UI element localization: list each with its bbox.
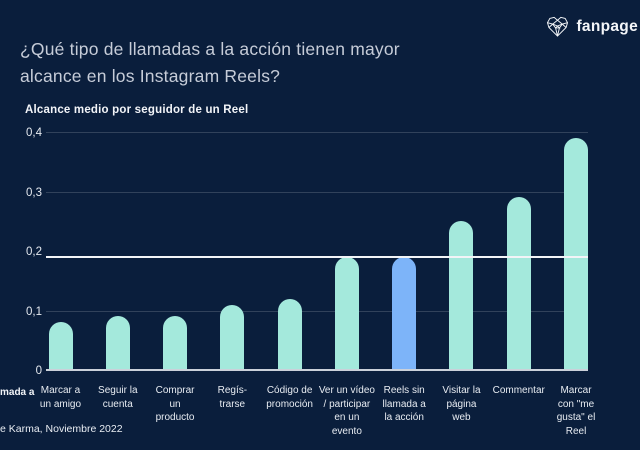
y-axis-tick: 0,3 xyxy=(26,186,42,199)
x-axis-labels: Marcar a un amigo Seguir la cuenta Comprar… xyxy=(40,384,595,446)
bar xyxy=(277,298,302,370)
x-axis-label: Marcar a un amigo xyxy=(39,385,82,410)
gridline xyxy=(46,132,588,133)
x-axis-line xyxy=(46,369,588,371)
bar xyxy=(163,316,188,370)
x-axis-label: Visitar la página web xyxy=(442,385,481,423)
bar xyxy=(449,221,474,370)
x-axis-label: Comprar un producto xyxy=(155,385,195,423)
page-title-line1: ¿Qué tipo de llamadas a la acción tienen… xyxy=(20,39,400,59)
bar xyxy=(506,197,531,370)
benchmark-line xyxy=(46,255,588,258)
x-axis-label: Regís- trarse xyxy=(217,385,248,410)
chart-title: Alcance medio por seguidor de un Reel xyxy=(25,104,249,116)
bar xyxy=(220,304,245,370)
plot-area xyxy=(46,125,589,371)
page-title: ¿Qué tipo de llamadas a la acción tienen… xyxy=(20,36,400,90)
y-axis-tick: 0,1 xyxy=(26,305,42,318)
y-axis-tick: 0 xyxy=(35,365,42,377)
bar-highlighted xyxy=(392,256,417,370)
polygon-heart-icon xyxy=(546,16,569,37)
page-title-line2: alcance en los Instagram Reels? xyxy=(20,66,281,86)
bar xyxy=(334,256,359,370)
gridline xyxy=(46,191,588,193)
x-axis-label: Código de promoción xyxy=(266,385,313,410)
y-axis-tick: 0,2 xyxy=(26,246,42,258)
clipped-legend-fragment: mada a xyxy=(0,387,35,398)
bar xyxy=(105,316,130,370)
bar xyxy=(564,137,589,370)
y-axis-tick: 0,4 xyxy=(26,127,42,139)
x-axis-label: Ver un vídeo / participar en un evento xyxy=(318,385,375,437)
gridline xyxy=(46,310,588,312)
source-text: e Karma, Noviembre 2022 xyxy=(0,423,123,435)
x-axis-label: Commentar xyxy=(492,385,545,396)
x-axis-label: Marcar con "me gusta" el Reel xyxy=(556,385,596,437)
x-axis-label: Seguir la cuenta xyxy=(98,385,138,410)
x-axis-label: Reels sin llamada a la acción xyxy=(382,385,426,423)
logo-wordmark: fanpage xyxy=(576,17,638,35)
bar xyxy=(48,322,73,370)
y-axis: 0,4 0,3 0,2 0,1 0 xyxy=(0,125,42,377)
fanpage-logo: fanpage xyxy=(546,16,638,37)
